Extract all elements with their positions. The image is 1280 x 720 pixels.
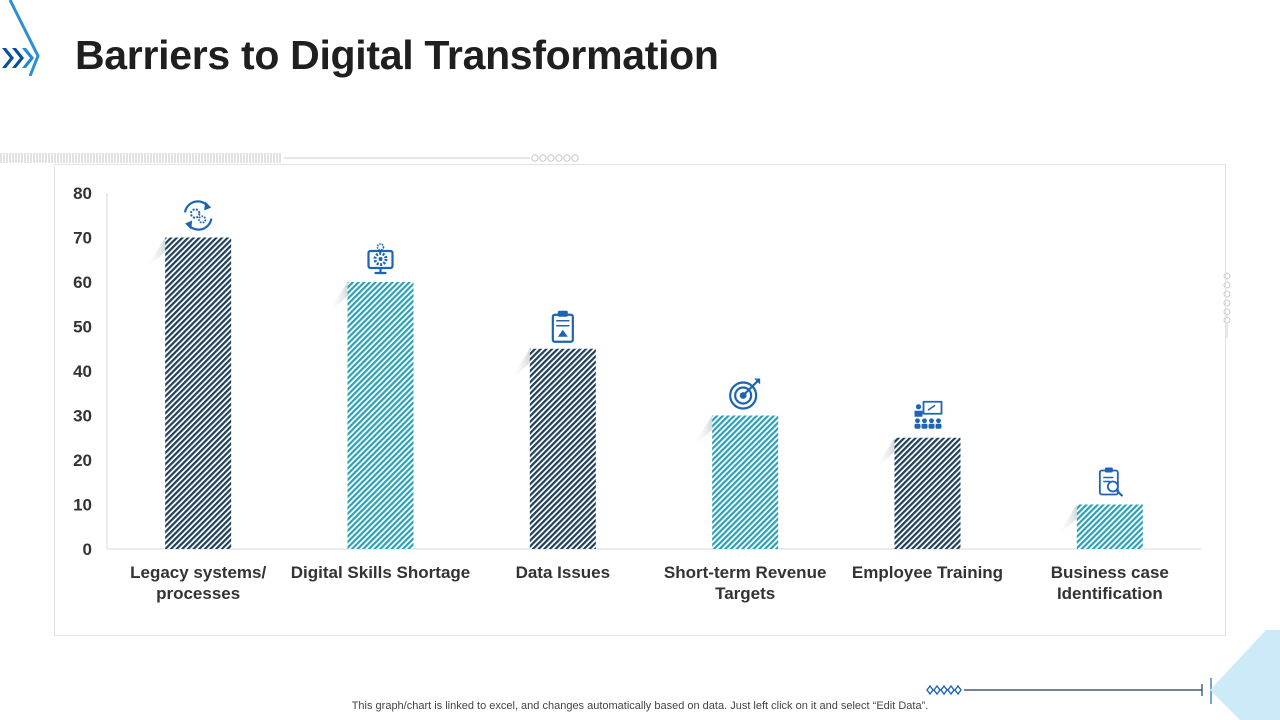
y-tick-label: 0 [83, 540, 92, 559]
decorative-ruler-line [0, 153, 579, 163]
decorative-side-circles [1223, 272, 1231, 338]
page-title: Barriers to Digital Transformation [75, 32, 719, 78]
bar-shadow [509, 348, 530, 381]
chart-panel [54, 164, 1226, 636]
bar-shadow [145, 237, 166, 270]
x-tick-label: Legacy systems/ [130, 563, 266, 582]
presentation-icon [914, 400, 943, 429]
target-icon [729, 378, 761, 410]
monitor-gear-icon [367, 243, 394, 275]
bar[interactable] [712, 415, 779, 550]
y-tick-label: 10 [73, 496, 92, 515]
y-tick-label: 30 [73, 407, 92, 426]
x-tick-label: Short-term Revenue [664, 563, 826, 582]
x-tick-label: Identification [1057, 584, 1163, 603]
y-tick-label: 60 [73, 273, 92, 292]
x-tick-label: Employee Training [852, 563, 1003, 582]
corner-decoration [1210, 630, 1280, 720]
y-tick-label: 20 [73, 451, 92, 470]
y-tick-label: 50 [73, 318, 92, 337]
bar[interactable] [347, 282, 414, 549]
bar-shadow [1056, 504, 1077, 537]
x-tick-label: Business case [1051, 563, 1169, 582]
y-tick-label: 40 [73, 362, 92, 381]
footnote: This graph/chart is linked to excel, and… [351, 700, 929, 712]
x-tick-label: Targets [715, 584, 775, 603]
y-tick-label: 70 [73, 229, 92, 248]
x-tick-label: processes [156, 584, 240, 603]
x-tick-label: Digital Skills Shortage [291, 563, 471, 582]
bar-shadow [874, 437, 895, 470]
bar[interactable] [894, 437, 961, 549]
bar[interactable] [1076, 504, 1143, 550]
bar-shadow [327, 282, 348, 314]
chevron-logo-icon [2, 0, 40, 76]
refresh-gears-icon [184, 200, 213, 231]
y-tick-label: 80 [73, 184, 92, 203]
bar[interactable] [165, 237, 232, 550]
clipboard-search-icon [1098, 467, 1123, 497]
clipboard-icon [551, 310, 574, 343]
bar-shadow [692, 415, 713, 448]
x-tick-label: Data Issues [516, 563, 611, 582]
bar[interactable] [529, 348, 596, 549]
